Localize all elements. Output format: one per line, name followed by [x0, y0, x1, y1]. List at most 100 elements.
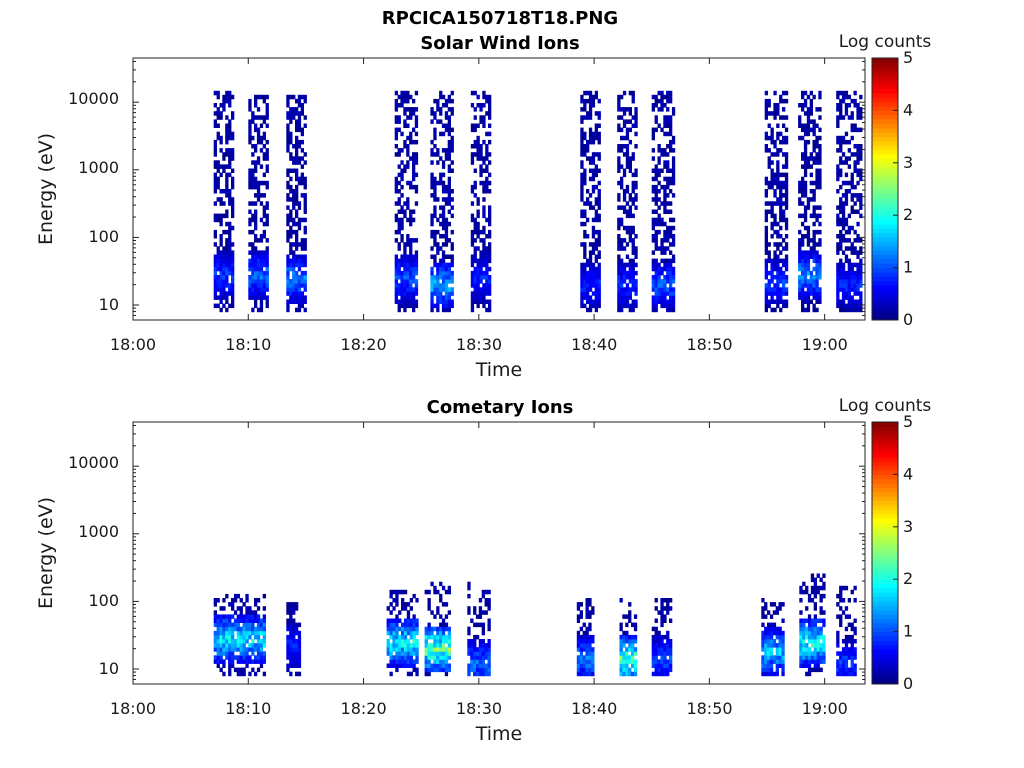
heatmap-cell [213, 630, 217, 636]
heatmap-cell [397, 209, 401, 214]
heatmap-cell [591, 634, 595, 640]
heatmap-cell [812, 266, 816, 272]
heatmap-cell [853, 270, 857, 276]
heatmap-cell [216, 639, 220, 644]
heatmap-cell [441, 148, 446, 153]
heatmap-cell [803, 90, 808, 96]
heatmap-cell [300, 270, 304, 276]
heatmap-cell [295, 111, 299, 116]
heatmap-cell [819, 651, 823, 656]
heatmap-cell [779, 225, 783, 231]
heatmap-cell [625, 225, 630, 231]
heatmap-cell [228, 160, 232, 165]
heatmap-cell [485, 234, 489, 239]
heatmap-cell [767, 164, 771, 169]
heatmap-cell [256, 197, 261, 202]
heatmap-cell [764, 291, 768, 296]
heatmap-cell [583, 221, 587, 227]
heatmap-cell [764, 295, 768, 300]
heatmap-cell [628, 610, 632, 615]
heatmap-cell [433, 589, 437, 595]
heatmap-cell [481, 663, 485, 668]
heatmap-cell [810, 655, 815, 660]
heatmap-cell [292, 626, 296, 632]
heatmap-cell [439, 176, 443, 182]
heatmap-cell [450, 270, 454, 276]
heatmap-cell [634, 168, 638, 173]
heatmap-cell [295, 283, 299, 288]
heatmap-cell [784, 303, 789, 309]
heatmap-cell [669, 262, 673, 268]
heatmap-cell [853, 229, 857, 235]
heatmap-cell [654, 119, 658, 124]
heatmap-cell [805, 618, 809, 623]
heatmap-cell [798, 119, 802, 124]
heatmap-cell [784, 287, 789, 292]
heatmap-cell [812, 287, 816, 292]
heatmap-cell [844, 651, 849, 656]
heatmap-cell [397, 148, 401, 153]
heatmap-cell [856, 115, 860, 120]
heatmap-cell [841, 262, 846, 268]
heatmap-cell [394, 262, 398, 268]
heatmap-cell [853, 193, 857, 198]
heatmap-cell [666, 201, 670, 206]
heatmap-cell [485, 275, 489, 280]
heatmap-cell [433, 180, 437, 186]
heatmap-cell [231, 283, 235, 288]
heatmap-cell [219, 234, 223, 239]
heatmap-cell [619, 643, 623, 648]
heatmap-cell [576, 602, 581, 607]
heatmap-cell [256, 667, 261, 673]
heatmap-cell [265, 164, 269, 169]
heatmap-cell [847, 258, 851, 264]
heatmap-cell [403, 144, 407, 149]
heatmap-cell [819, 655, 823, 660]
heatmap-cell [669, 299, 673, 304]
heatmap-cell [222, 630, 226, 636]
heatmap-cell [844, 614, 849, 619]
heatmap-cell [254, 225, 258, 231]
heatmap-cell [799, 634, 803, 640]
heatmap-cell [839, 279, 843, 284]
heatmap-cell [588, 254, 593, 259]
heatmap-cell [389, 622, 393, 628]
heatmap-cell [856, 160, 860, 165]
colorbar-label: Log counts [839, 32, 932, 52]
heatmap-cell [815, 287, 819, 292]
heatmap-cell [622, 209, 627, 214]
heatmap-cell [481, 651, 485, 656]
heatmap-cell [841, 152, 846, 157]
heatmap-cell [767, 303, 771, 309]
heatmap-cell [617, 156, 621, 161]
heatmap-cell [488, 250, 492, 255]
heatmap-cell [588, 201, 593, 206]
heatmap-cell [297, 144, 302, 149]
heatmap-cell [254, 164, 258, 169]
heatmap-cell [654, 258, 658, 264]
heatmap-cell [836, 667, 840, 673]
heatmap-cell [406, 107, 410, 112]
heatmap-cell [799, 647, 803, 652]
heatmap-cell [236, 667, 240, 673]
heatmap-cell [594, 258, 598, 264]
heatmap-cell [812, 258, 816, 264]
heatmap-cell [222, 626, 226, 632]
heatmap-cell [813, 647, 817, 652]
heatmap-cell [470, 103, 475, 108]
heatmap-cell [657, 291, 661, 296]
heatmap-cell [242, 602, 246, 607]
heatmap-cell [654, 229, 658, 235]
heatmap-cell [671, 266, 676, 272]
heatmap-cell [666, 131, 670, 137]
heatmap-cell [289, 602, 293, 607]
heatmap-cell [844, 103, 849, 108]
heatmap-cell [303, 94, 307, 100]
colorbar-segment [872, 267, 898, 273]
heatmap-cell [297, 655, 302, 660]
heatmap-cell [651, 266, 655, 272]
heatmap-cell [803, 193, 808, 198]
heatmap-cell [447, 193, 451, 198]
heatmap-cell [295, 295, 299, 300]
heatmap-cell [776, 168, 780, 173]
